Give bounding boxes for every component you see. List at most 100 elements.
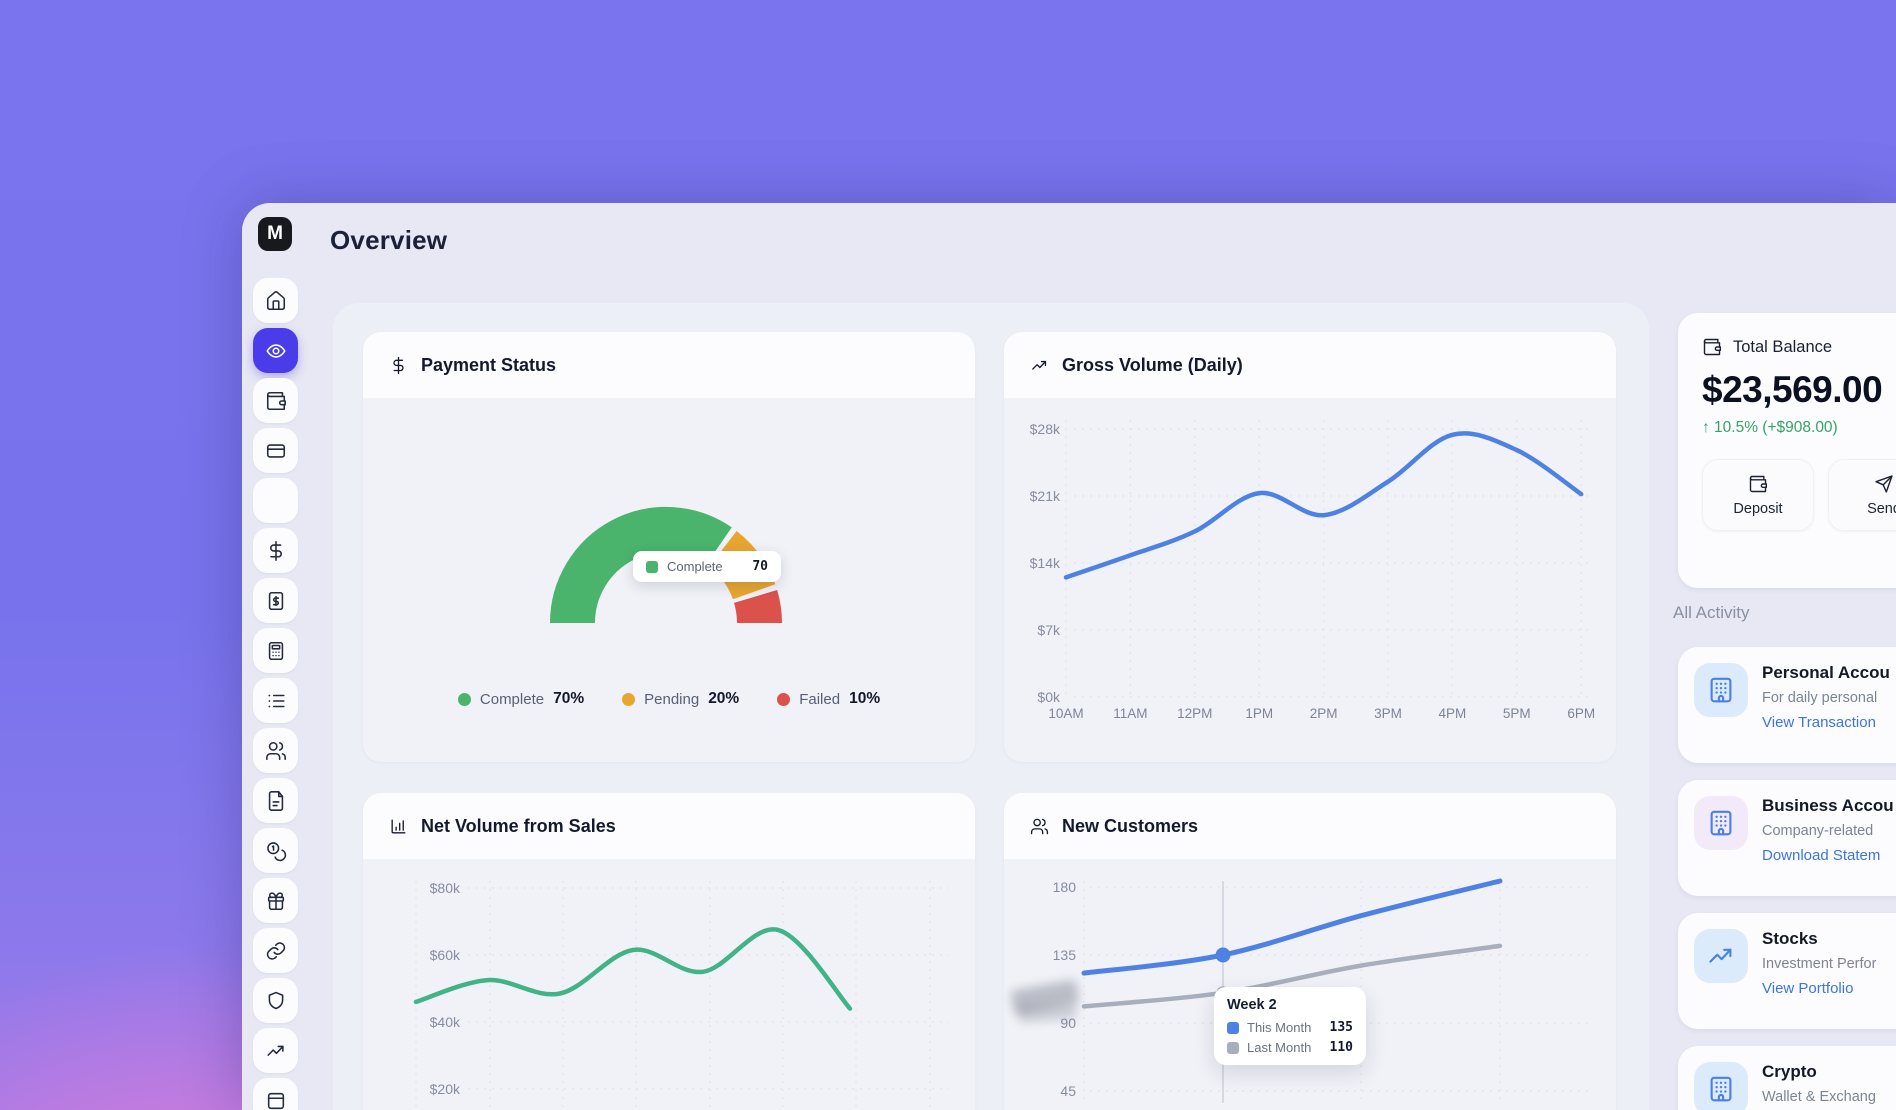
app-window-icon (265, 1090, 287, 1110)
activity-item-personal-account[interactable]: Personal Accou For daily personal View T… (1678, 647, 1896, 763)
trending-up-icon (265, 1040, 287, 1062)
new-customers-line-chart: 180 135 90 45 (1053, 878, 1590, 1103)
bar-chart-icon (389, 817, 408, 836)
total-balance-amount: $23,569.00 (1702, 369, 1883, 410)
activity-item-business-account[interactable]: Business Accou Company-related Download … (1678, 780, 1896, 896)
legend-dot (777, 692, 791, 706)
sidebar-item-app-window[interactable] (253, 1078, 298, 1110)
building-icon (1694, 1062, 1748, 1110)
svg-text:5PM: 5PM (1503, 706, 1531, 721)
sidebar-item-trending-up[interactable] (253, 1028, 298, 1073)
svg-text:90: 90 (1060, 1015, 1076, 1031)
svg-text:$20k: $20k (430, 1081, 461, 1097)
deposit-button[interactable]: Deposit (1702, 459, 1814, 531)
net-volume-line-chart: $80k $60k $40k $20k (413, 880, 949, 1107)
svg-text:$0k: $0k (1037, 689, 1061, 705)
legend-item-complete: Complete 70% (457, 690, 584, 708)
charts-container: Payment Status Complete 70 Complete 70% (333, 303, 1649, 1110)
net-volume-card: Net Volume from Sales $80k $60k $40k $20k (363, 793, 975, 1110)
svg-text:3PM: 3PM (1374, 706, 1402, 721)
sidebar-item-users[interactable] (253, 728, 298, 773)
app-window: M Overview Payment Status Complete 70 (242, 203, 1896, 1110)
document-icon (265, 790, 287, 812)
payment-status-header: Payment Status (363, 332, 975, 398)
page-title: Overview (330, 225, 448, 255)
transfer-arrows-icon (265, 490, 287, 512)
wallet-icon (1748, 474, 1768, 494)
svg-text:180: 180 (1053, 879, 1077, 895)
svg-text:$7k: $7k (1037, 622, 1061, 638)
sidebar-item-gift[interactable] (253, 878, 298, 923)
activity-item-stocks[interactable]: Stocks Investment Perfor View Portfolio (1678, 913, 1896, 1029)
sidebar-item-document[interactable] (253, 778, 298, 823)
sidebar-item-dollar[interactable] (253, 528, 298, 573)
calculator-icon (265, 640, 287, 662)
send-button[interactable]: Send (1828, 459, 1896, 531)
svg-text:2PM: 2PM (1310, 706, 1338, 721)
total-balance-label: Total Balance (1733, 337, 1833, 356)
legend-swatch (1227, 1041, 1239, 1054)
dollar-icon (389, 356, 408, 375)
eye-icon (265, 340, 287, 362)
legend-dot (457, 692, 471, 706)
card-title: New Customers (1062, 815, 1199, 836)
svg-text:10AM: 10AM (1048, 706, 1083, 721)
tooltip-title: Week 2 (1227, 997, 1277, 1013)
gift-icon (265, 890, 287, 912)
all-activity-heading: All Activity (1673, 603, 1750, 622)
sidebar-item-eye[interactable] (253, 328, 298, 373)
legend-swatch (646, 560, 658, 573)
card-title: Payment Status (421, 354, 557, 375)
payment-status-card: Payment Status Complete 70 Complete 70% (363, 332, 975, 762)
sidebar-item-credit-card[interactable] (253, 428, 298, 473)
svg-text:$14k: $14k (1030, 555, 1061, 571)
building-icon (1694, 663, 1748, 717)
sidebar-item-coins[interactable] (253, 828, 298, 873)
svg-text:6PM: 6PM (1567, 706, 1595, 721)
sidebar-item-list[interactable] (253, 678, 298, 723)
svg-text:$60k: $60k (430, 947, 461, 963)
svg-text:4PM: 4PM (1439, 706, 1467, 721)
link-icon (265, 940, 287, 962)
svg-text:11AM: 11AM (1113, 706, 1147, 721)
activity-item-crypto[interactable]: Crypto Wallet & Exchang (1678, 1046, 1896, 1110)
building-icon (1694, 796, 1748, 850)
download-statement-link[interactable]: Download Statem (1762, 847, 1881, 864)
tooltip-row-this-month: This Month 135 (1227, 1020, 1353, 1035)
legend-item-pending: Pending 20% (622, 690, 739, 708)
card-title: Gross Volume (Daily) (1062, 354, 1243, 375)
users-icon (1030, 817, 1049, 836)
net-volume-header: Net Volume from Sales (363, 793, 975, 859)
svg-text:135: 135 (1053, 947, 1077, 963)
total-balance-card: Total Balance $23,569.00 ↑ 10.5% (+$908.… (1678, 313, 1896, 588)
send-icon (1874, 474, 1894, 494)
legend-swatch (1227, 1021, 1239, 1034)
coins-icon (265, 840, 287, 862)
card-title: Net Volume from Sales (421, 815, 616, 836)
list-icon (265, 690, 287, 712)
svg-text:45: 45 (1060, 1083, 1076, 1099)
tooltip-label: Complete (667, 559, 723, 574)
svg-text:$80k: $80k (430, 880, 461, 896)
sidebar-item-calculator[interactable] (253, 628, 298, 673)
sidebar-item-wallet[interactable] (253, 378, 298, 423)
balance-actions: Deposit Send (1702, 459, 1896, 531)
sidebar-item-receipt[interactable] (253, 578, 298, 623)
total-balance-change: ↑ 10.5% (+$908.00) (1702, 419, 1838, 436)
receipt-icon (265, 590, 287, 612)
new-customers-header: New Customers (1004, 793, 1616, 859)
trending-up-icon (1694, 929, 1748, 983)
svg-text:$28k: $28k (1030, 421, 1061, 437)
sidebar-item-transfer-arrows[interactable] (253, 478, 298, 523)
credit-card-icon (265, 440, 287, 462)
sidebar-item-shield[interactable] (253, 978, 298, 1023)
view-transaction-link[interactable]: View Transaction (1762, 714, 1876, 731)
sidebar-item-link[interactable] (253, 928, 298, 973)
legend-item-failed: Failed 10% (777, 690, 880, 708)
svg-text:1PM: 1PM (1245, 706, 1273, 721)
wallet-icon (1702, 337, 1722, 357)
sidebar-item-home[interactable] (253, 278, 298, 323)
view-portfolio-link[interactable]: View Portfolio (1762, 980, 1854, 997)
